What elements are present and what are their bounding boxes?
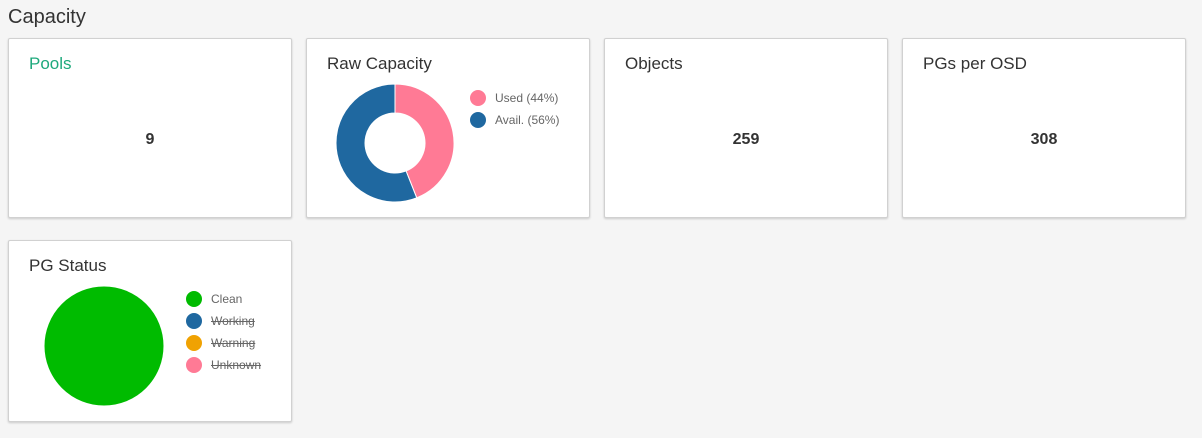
legend-label: Avail. (56%) [495,113,560,127]
pg-status-pie-chart [43,285,165,407]
legend-item-used-44[interactable]: Used (44%) [470,87,559,109]
legend-item-avail-56[interactable]: Avail. (56%) [470,109,559,131]
pgs-per-osd-title: PGs per OSD [923,54,1027,73]
raw-capacity-card: Raw Capacity Used (44%) Avail. (56%) [306,38,590,218]
slice-used-44[interactable] [394,83,455,199]
legend-label: Working [211,314,255,328]
pg-status-legend: Clean Working Warning Unknown [186,288,261,376]
legend-swatch [186,313,202,329]
pgs-per-osd-count: 308 [1030,131,1058,148]
objects-title: Objects [625,54,683,73]
legend-item-working[interactable]: Working [186,310,261,332]
section-title: Capacity [8,6,86,28]
legend-label: Unknown [211,358,262,372]
legend-swatch [186,357,202,373]
pgs-per-osd-card: PGs per OSD 308 [902,38,1186,218]
legend-label: Clean [211,292,243,306]
legend-item-warning[interactable]: Warning [186,332,261,354]
raw-capacity-legend: Used (44%) Avail. (56%) [470,87,559,131]
slice-clean[interactable] [43,285,165,407]
legend-swatch [470,112,486,128]
raw-capacity-title: Raw Capacity [327,54,432,73]
legend-swatch [470,90,486,106]
legend-swatch [186,335,202,351]
pools-link[interactable]: Pools [29,54,72,73]
slice-avail-56[interactable] [335,83,418,203]
legend-label: Warning [211,336,256,350]
pg-status-title: PG Status [29,256,107,275]
objects-card: Objects 259 [604,38,888,218]
raw-capacity-doughnut-chart [335,83,455,203]
legend-item-clean[interactable]: Clean [186,288,261,310]
pools-count: 9 [145,131,155,148]
legend-item-unknown[interactable]: Unknown [186,354,261,376]
pools-card: Pools 9 [8,38,292,218]
legend-label: Used (44%) [495,91,559,105]
objects-count: 259 [732,131,760,148]
legend-swatch [186,291,202,307]
pg-status-card: PG Status Clean Working Warning Unknown [8,240,292,422]
